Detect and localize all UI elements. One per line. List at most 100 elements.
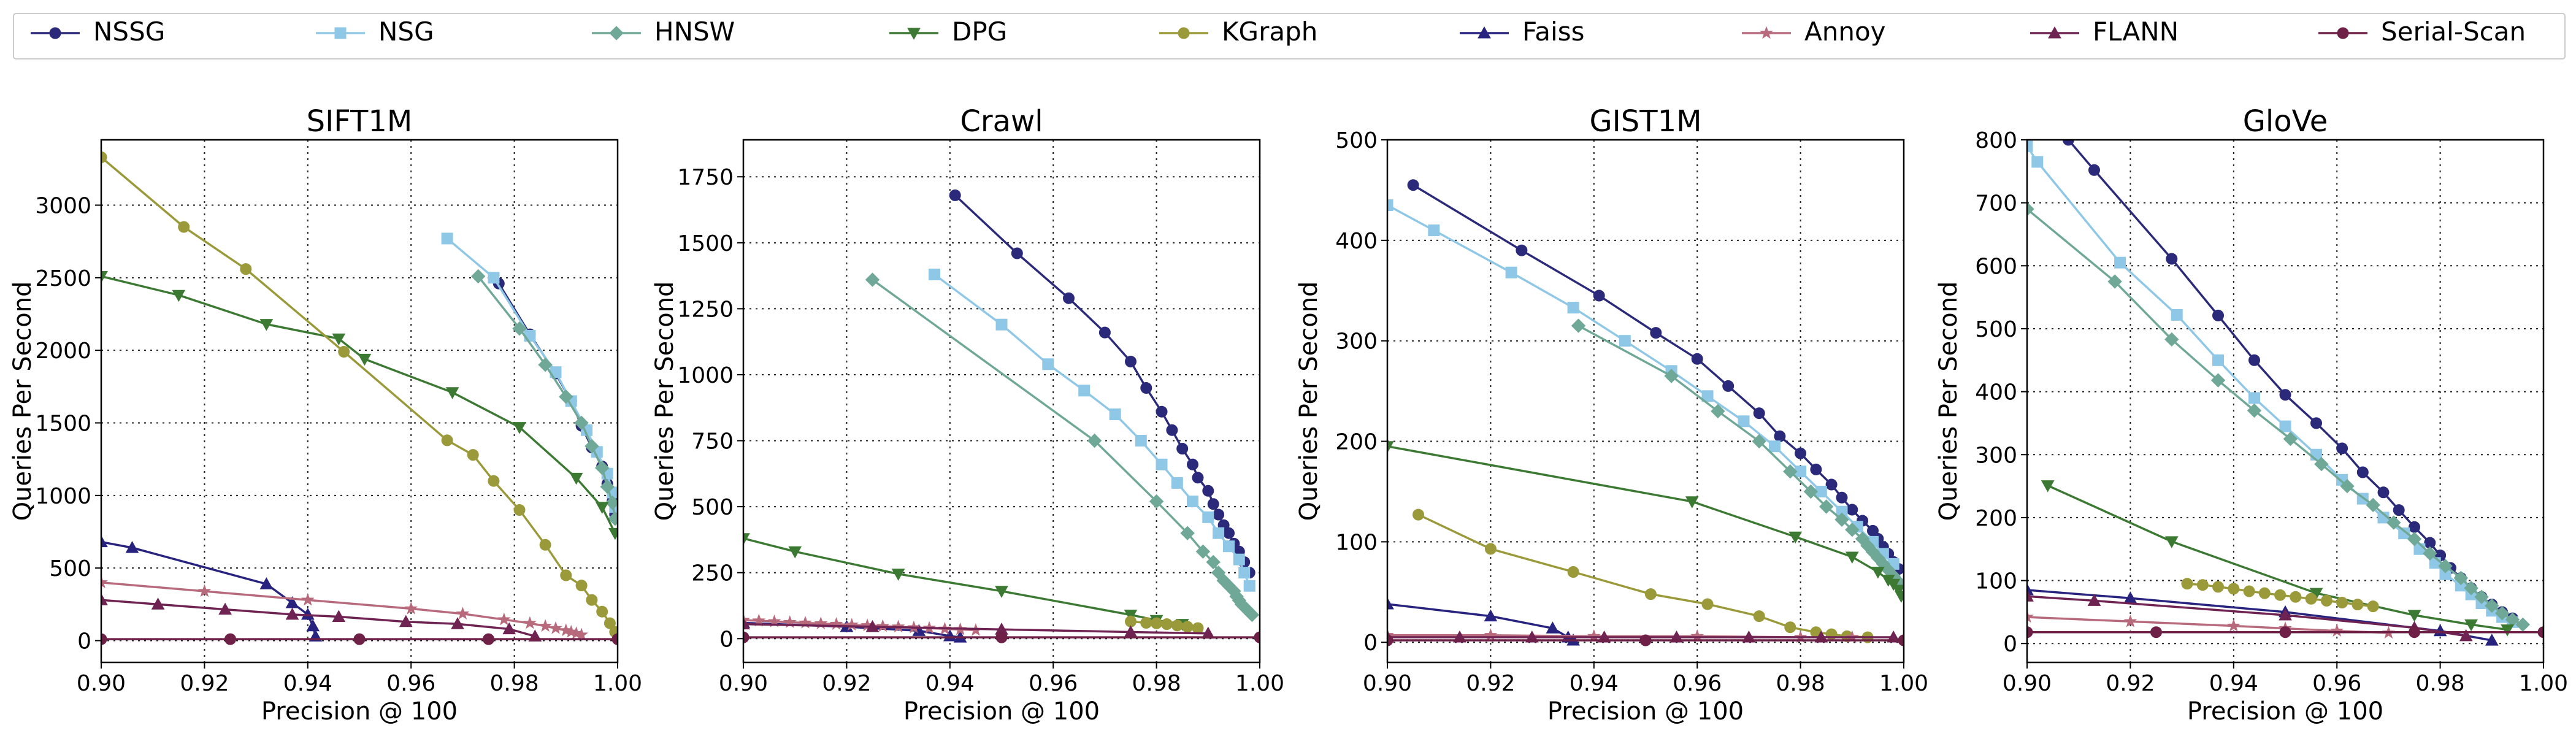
y-tick-label: 500 <box>691 495 734 520</box>
data-point-nssg <box>1650 327 1662 339</box>
legend-entry: Faiss <box>1460 17 1584 47</box>
legend-entry: FLANN <box>2030 17 2179 47</box>
data-point-nssg <box>1810 463 1822 475</box>
y-tick-label: 200 <box>1975 506 2017 531</box>
legend-label: NSG <box>378 17 434 47</box>
chart-title: GIST1M <box>1589 104 1701 139</box>
chart-gist1m: GIST1M Precision @ 100 Queries Per Secon… <box>1295 104 1928 726</box>
data-point-serial-scan <box>1639 634 1652 646</box>
data-point-serial-scan <box>483 633 494 645</box>
data-point-kgraph <box>1181 621 1194 633</box>
data-point-nssg <box>2336 442 2348 454</box>
data-point-nsg <box>1233 553 1245 565</box>
data-point-nssg <box>1795 447 1807 459</box>
series-dpg <box>1387 441 1904 603</box>
data-point-nssg <box>2356 466 2369 478</box>
data-point-kgraph <box>560 569 572 581</box>
data-point-nsg <box>1042 358 1054 370</box>
data-point-nsg <box>524 330 536 342</box>
x-tick-label: 0.94 <box>283 671 332 696</box>
data-point-nsg <box>1238 567 1251 579</box>
y-tick-label: 1000 <box>677 363 734 388</box>
x-tick-label: 0.96 <box>2312 671 2361 696</box>
data-point-nsg <box>1171 477 1183 489</box>
legend-label: NSSG <box>93 17 165 47</box>
data-point-nssg <box>1187 458 1198 470</box>
data-point-nssg <box>1213 508 1225 521</box>
data-point-nssg <box>1846 504 1858 516</box>
legend-label: KGraph <box>1222 17 1317 47</box>
series-serial-scan <box>2027 626 2543 638</box>
series-dpg <box>101 271 618 540</box>
data-point-kgraph <box>1567 566 1579 578</box>
x-axis-label: Precision @ 100 <box>2187 697 2383 726</box>
data-point-nssg <box>1011 247 1023 259</box>
data-point-kgraph <box>338 346 350 358</box>
data-point-kgraph <box>2181 578 2193 590</box>
series-line-hnsw <box>477 275 616 519</box>
data-point-nssg <box>2166 253 2178 265</box>
y-tick-label: 400 <box>1335 229 1378 254</box>
data-point-kgraph <box>2320 594 2333 607</box>
data-point-nssg <box>1407 179 1419 191</box>
data-point-serial-scan <box>995 631 1008 643</box>
data-point-nssg <box>2212 309 2224 321</box>
data-point-kgraph <box>1753 610 1765 623</box>
legend-entry: Serial-Scan <box>2318 17 2526 47</box>
data-point-nssg <box>2279 389 2291 401</box>
data-point-nssg <box>1722 380 1735 392</box>
data-point-nsg <box>2279 420 2291 432</box>
chart-title: GloVe <box>2243 104 2328 139</box>
data-point-kgraph <box>575 580 588 592</box>
series-dpg <box>2041 480 2514 637</box>
data-point-kgraph <box>2228 583 2240 595</box>
x-tick-label: 0.94 <box>926 671 975 696</box>
data-point-nsg <box>995 318 1008 331</box>
data-point-kgraph <box>1644 588 1657 600</box>
data-point-nsg <box>1135 435 1147 447</box>
y-tick-label: 600 <box>1975 254 2017 279</box>
y-axis-label: Queries Per Second <box>651 282 679 521</box>
chart-title: SIFT1M <box>307 104 413 139</box>
legend-label: Serial-Scan <box>2381 17 2526 47</box>
x-tick-label: 0.94 <box>2209 671 2258 696</box>
x-tick-label: 0.98 <box>2416 671 2465 696</box>
x-tick-label: 0.98 <box>490 671 539 696</box>
series-kgraph <box>1413 508 1874 643</box>
y-tick-label: 800 <box>1975 128 2017 153</box>
y-tick-label: 0 <box>77 629 91 654</box>
y-tick-label: 0 <box>2003 632 2017 657</box>
data-point-kgraph <box>1784 621 1796 634</box>
data-point-nsg <box>1109 408 1121 420</box>
data-point-nssg <box>1836 491 1848 504</box>
data-point-serial-scan <box>224 633 236 645</box>
data-point-nssg <box>2088 164 2100 176</box>
data-point-nssg <box>1192 472 1204 484</box>
x-tick-label: 0.90 <box>77 671 126 696</box>
data-point-kgraph <box>178 221 190 233</box>
legend-label: HNSW <box>654 17 735 47</box>
data-point-nssg <box>1166 424 1178 436</box>
chart-glove: GloVe Precision @ 100 Queries Per Second… <box>1934 104 2568 726</box>
x-tick-label: 0.98 <box>1776 671 1825 696</box>
series-hnsw <box>1571 318 1904 589</box>
plot-frame <box>1386 139 1905 664</box>
legend-label: Annoy <box>1804 17 1886 47</box>
y-tick-label: 500 <box>1975 317 2017 342</box>
plot-frame <box>100 139 619 664</box>
legend-label: DPG <box>952 17 1007 47</box>
data-point-kgraph <box>586 594 598 606</box>
plot-frame <box>2026 139 2545 664</box>
series-serial-scan <box>101 633 618 645</box>
x-tick-label: 0.90 <box>2003 671 2052 696</box>
data-point-nssg <box>1140 382 1152 394</box>
x-tick-label: 0.94 <box>1570 671 1619 696</box>
series-flann <box>1387 631 1900 643</box>
data-point-nssg <box>2377 486 2390 499</box>
data-point-nsg <box>1428 224 1440 236</box>
data-point-kgraph <box>513 504 526 516</box>
x-tick-label: 0.92 <box>1466 671 1515 696</box>
x-tick-label: 1.00 <box>2519 671 2568 696</box>
data-point-kgraph <box>2352 599 2364 611</box>
data-point-kgraph <box>441 434 453 447</box>
